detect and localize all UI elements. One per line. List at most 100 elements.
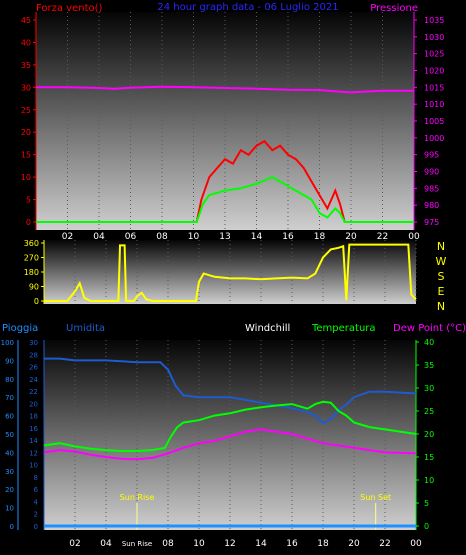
humidity-tick-label: 18	[29, 413, 38, 421]
wind-speed-tick-label: 0	[26, 218, 31, 227]
humidity-tick-label: 28	[29, 351, 38, 359]
x-tick-label: Sun Rise	[122, 540, 152, 548]
series-line	[36, 85, 414, 94]
wind-speed-axis-label: Forza vento()	[36, 3, 103, 14]
temperature-label: Temperatura	[311, 323, 376, 334]
humidity-tick-label: 30	[29, 339, 38, 347]
x-tick-label: 14	[255, 539, 267, 549]
pressure-tick-label: 975	[424, 218, 439, 227]
wind-speed-tick-label: 45	[21, 16, 31, 25]
humidity-tick-label: 12	[29, 449, 38, 457]
temperature-tick-label: 40	[424, 338, 434, 347]
humidity-tick-label: 8	[34, 474, 38, 482]
rain-tick-label: 0	[10, 523, 14, 531]
temperature-humidity-panel: Pioggia Umidita Windchill Temperatura De…	[1, 323, 466, 549]
rain-tick-label: 60	[5, 413, 14, 421]
x-tick-label: 18	[317, 539, 329, 549]
x-tick-label: 10	[188, 232, 200, 242]
x-tick-label: 00	[408, 232, 420, 242]
pressure-tick-label: 1025	[424, 50, 444, 59]
x-tick-label: 20	[345, 232, 357, 242]
humidity-tick-label: 16	[29, 425, 38, 433]
wind-pressure-panel: Forza vento() 24 hour graph data - 06 Lu…	[21, 2, 445, 242]
x-tick-label: 18	[314, 232, 326, 242]
sun-marker-label: Sun Rise	[120, 493, 155, 502]
pressure-axis-label: Pressione	[370, 3, 418, 14]
x-tick-label: 20	[348, 539, 360, 549]
x-tick-label: 00	[410, 539, 422, 549]
x-tick-label: 08	[156, 232, 168, 242]
compass-label: S	[438, 270, 445, 283]
humidity-tick-label: 6	[34, 486, 39, 494]
pressure-tick-label: 1035	[424, 16, 444, 25]
pressure-tick-label: 1000	[424, 134, 444, 143]
x-tick-label: 04	[100, 539, 112, 549]
humidity-tick-label: 20	[29, 400, 38, 408]
direction-tick-label: 90	[29, 283, 39, 292]
rain-tick-label: 70	[5, 394, 14, 402]
humidity-tick-label: 4	[34, 498, 39, 506]
rain-tick-label: 100	[1, 339, 14, 347]
pressure-tick-label: 990	[424, 168, 439, 177]
x-tick-label: 10	[193, 539, 205, 549]
temperature-tick-label: 35	[424, 361, 434, 370]
wind-speed-tick-label: 35	[21, 61, 31, 70]
wind-speed-tick-label: 30	[21, 83, 31, 92]
direction-tick-label: 270	[24, 254, 39, 263]
wind-direction-line	[44, 243, 417, 302]
x-tick-label: 22	[379, 539, 390, 549]
temperature-tick-label: 10	[424, 476, 434, 485]
pressure-tick-label: 1020	[424, 67, 444, 76]
x-tick-label: 04	[93, 232, 105, 242]
x-tick-label: 16	[286, 539, 298, 549]
series-line	[44, 357, 417, 425]
rain-tick-label: 90	[5, 357, 14, 365]
series-line	[43, 400, 417, 452]
pressure-tick-label: 995	[424, 151, 439, 160]
wind-speed-tick-label: 40	[21, 38, 31, 47]
series-line	[36, 175, 414, 223]
series-line	[43, 428, 417, 461]
x-tick-label: 12	[224, 539, 235, 549]
direction-tick-label: 0	[34, 297, 39, 306]
x-tick-label: 16	[282, 232, 294, 242]
temperature-tick-label: 30	[424, 384, 434, 393]
series-line	[36, 139, 414, 223]
panel-title: 24 hour graph data - 06 Luglio 2021	[157, 2, 338, 13]
humidity-tick-label: 22	[29, 388, 38, 396]
pressure-tick-label: 1005	[424, 117, 444, 126]
rain-tick-label: 50	[5, 431, 14, 439]
temperature-tick-label: 15	[424, 453, 434, 462]
humidity-tick-label: 2	[34, 511, 38, 519]
x-tick-label: 13	[219, 232, 230, 242]
pressure-tick-label: 1010	[424, 100, 444, 109]
direction-tick-label: 360	[24, 239, 39, 248]
pressure-tick-label: 1030	[424, 33, 444, 42]
compass-label: E	[438, 285, 445, 298]
wind-speed-tick-label: 10	[21, 173, 31, 182]
plot-area-3	[44, 340, 416, 530]
temperature-tick-label: 20	[424, 430, 434, 439]
wind-speed-tick-label: 15	[21, 151, 31, 160]
rain-tick-label: 30	[5, 468, 14, 476]
sun-marker-label: Sun Set	[360, 493, 391, 502]
compass-label: N	[437, 300, 445, 313]
humidity-tick-label: 24	[29, 376, 38, 384]
x-tick-label: 06	[125, 232, 137, 242]
rain-axis-label: Pioggia	[2, 323, 38, 334]
rain-tick-label: 80	[5, 376, 14, 384]
x-tick-label: 02	[62, 232, 73, 242]
rain-tick-label: 40	[5, 449, 14, 457]
humidity-tick-label: 26	[29, 364, 38, 372]
temperature-tick-label: 5	[424, 499, 429, 508]
pressure-tick-label: 985	[424, 184, 439, 193]
compass-label: W	[436, 255, 447, 268]
humidity-axis-label: Umidita	[66, 323, 105, 334]
temperature-tick-label: 0	[424, 522, 429, 531]
pressure-tick-label: 1015	[424, 83, 444, 92]
pressure-tick-label: 980	[424, 201, 439, 210]
rain-tick-label: 10	[5, 505, 14, 513]
windchill-label: Windchill	[245, 323, 290, 334]
wind-speed-tick-label: 25	[21, 106, 31, 115]
